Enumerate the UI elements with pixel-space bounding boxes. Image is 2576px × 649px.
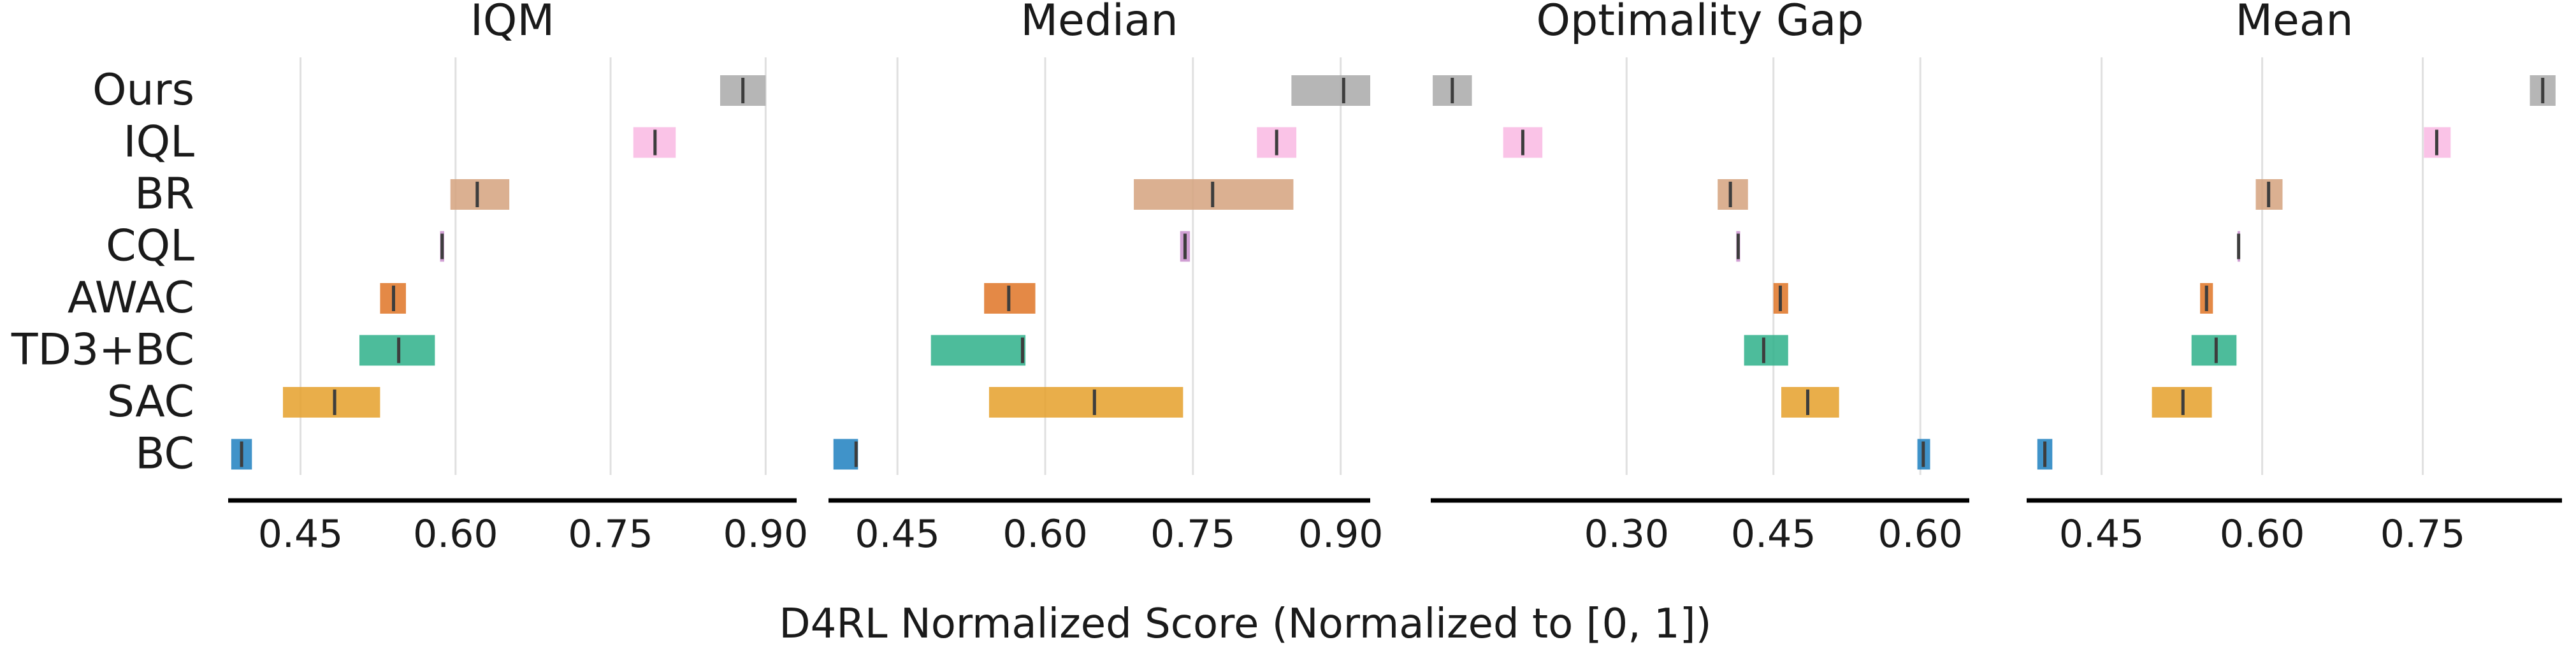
interval-bar-median-sac <box>988 387 1183 418</box>
tick-label-mean-1: 0.60 <box>2220 512 2305 557</box>
method-label-bc: BC <box>135 429 194 479</box>
tick-label-optimality-gap-0: 0.30 <box>1584 512 1669 557</box>
panel-title-median: Median <box>1020 0 1178 46</box>
method-label-br: BR <box>134 169 194 219</box>
tick-label-median-1: 0.60 <box>1002 512 1088 557</box>
interval-bar-iqm-sac <box>282 387 380 418</box>
panel-optimality-gap: Optimality Gap 0.30 0.45 0.60 <box>1431 0 1969 557</box>
interval-bar-median-bc <box>833 439 858 470</box>
tick-label-mean-2: 0.75 <box>2380 512 2466 557</box>
method-label-ours: Ours <box>92 65 194 115</box>
panel-mean: Mean 0.45 0.60 0.75 <box>2027 0 2562 557</box>
panel-median: Median 0.45 0.60 0.75 0.90 <box>829 0 1383 557</box>
panel-title-mean: Mean <box>2235 0 2353 46</box>
panels: IQM 0.45 0.60 0.75 0.90 Median 0.45 0.60 0.75 0.9… <box>228 0 2562 557</box>
tick-label-iqm-1: 0.60 <box>413 512 498 557</box>
method-label-cql: CQL <box>106 221 194 272</box>
interval-bar-median-td3-bc <box>930 335 1026 366</box>
interval-bar-optimality-gap-td3-bc <box>1744 335 1788 366</box>
tick-label-median-3: 0.90 <box>1298 512 1384 557</box>
panel-title-iqm: IQM <box>470 0 554 46</box>
panel-title-optimality-gap: Optimality Gap <box>1537 0 1864 46</box>
figure-x-axis-label: D4RL Normalized Score (Normalized to [0,… <box>779 601 1711 648</box>
tick-label-median-0: 0.45 <box>855 512 940 557</box>
tick-label-median-2: 0.75 <box>1150 512 1236 557</box>
panel-iqm: IQM 0.45 0.60 0.75 0.90 <box>228 0 808 557</box>
tick-label-iqm-0: 0.45 <box>258 512 344 557</box>
tick-label-optimality-gap-2: 0.60 <box>1878 512 1963 557</box>
tick-label-mean-0: 0.45 <box>2059 512 2145 557</box>
method-label-iql: IQL <box>124 117 195 168</box>
method-label-awac: AWAC <box>68 273 194 323</box>
interval-bar-optimality-gap-sac <box>1781 387 1839 418</box>
method-label-sac: SAC <box>107 377 194 427</box>
interval-bar-optimality-gap-br <box>1718 179 1748 210</box>
interval-bar-iqm-br <box>450 179 510 210</box>
method-label-td3-bc: TD3+BC <box>11 325 194 376</box>
tick-label-iqm-2: 0.75 <box>568 512 653 557</box>
interval-bar-median-ours <box>1291 75 1370 106</box>
tick-label-iqm-3: 0.90 <box>723 512 809 557</box>
interval-bar-mean-td3-bc <box>2191 335 2237 366</box>
tick-label-optimality-gap-1: 0.45 <box>1731 512 1816 557</box>
